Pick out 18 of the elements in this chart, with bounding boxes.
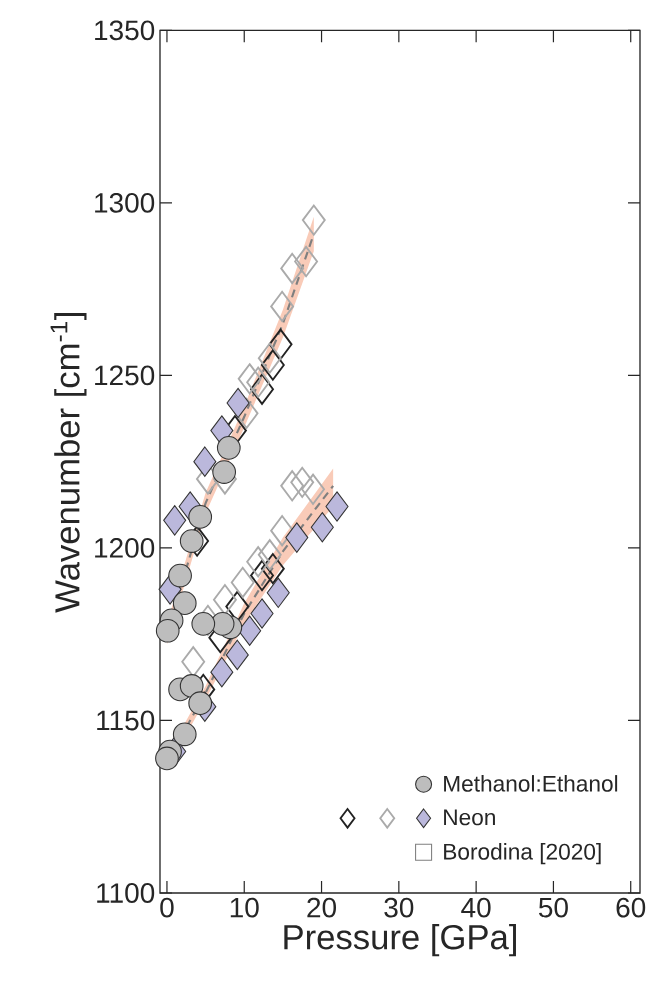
- x-tick-label: 30: [384, 897, 414, 918]
- x-tick-label: 20: [307, 897, 337, 918]
- x-tick-label: 50: [538, 897, 568, 918]
- x-tick-label: 10: [230, 897, 259, 918]
- x-tick-label: 40: [461, 897, 491, 918]
- legend-label: Borodina [2020]: [444, 843, 601, 865]
- y-tick-label: 1300: [95, 192, 155, 213]
- y-tick-label: 1350: [95, 20, 155, 41]
- y-axis-title: Wavenumber [cm$^{-1}$]: [50, 313, 87, 613]
- x-tick-label: 60: [616, 897, 646, 918]
- y-tick-label: 1250: [95, 365, 155, 386]
- x-axis-title: Pressure [GPa]: [284, 924, 516, 957]
- x-tick-label: 0: [160, 897, 174, 918]
- y-tick-label: 1150: [97, 710, 155, 731]
- y-tick-label: 1200: [95, 538, 155, 558]
- legend-label: Neon: [444, 809, 495, 826]
- legend-label: Methanol:Ethanol: [444, 775, 618, 792]
- y-tick-label: 1100: [97, 883, 155, 903]
